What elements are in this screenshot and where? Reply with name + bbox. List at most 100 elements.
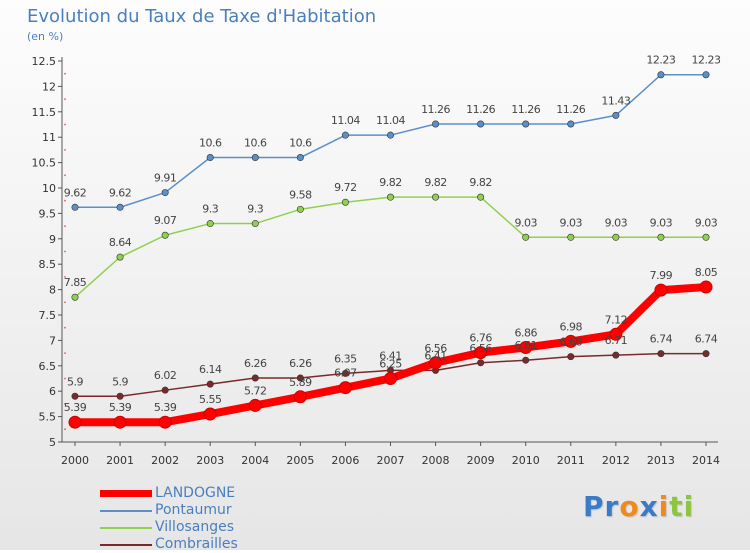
y-tick-label: 5.5 (39, 411, 57, 424)
data-label: 5.89 (289, 376, 312, 389)
x-tick-label: 2010 (512, 454, 540, 467)
data-point (71, 392, 79, 400)
data-point (293, 390, 307, 404)
data-point (116, 203, 124, 211)
y-tick-label: 12 (42, 80, 56, 93)
data-label: 6.68 (560, 336, 583, 349)
logo-letter: P (583, 490, 605, 523)
data-point (699, 280, 713, 294)
data-label: 9.07 (154, 214, 177, 227)
data-point (567, 233, 575, 241)
x-tick-label: 2007 (377, 454, 405, 467)
y-minor-tick (64, 428, 66, 431)
x-tick-label: 2001 (106, 454, 134, 467)
legend-swatch-villosanges (100, 527, 152, 529)
y-tick-label: 11.5 (32, 106, 57, 119)
data-label: 6.26 (244, 357, 267, 370)
data-point (384, 372, 397, 385)
data-label: 9.91 (154, 172, 177, 185)
data-point (657, 233, 665, 241)
data-label: 5.39 (64, 401, 87, 414)
legend-label-combrailles: Combrailles (155, 536, 238, 552)
data-label: 12.23 (646, 54, 675, 67)
data-point (657, 71, 665, 79)
data-point (296, 205, 304, 213)
logo-letter: i (658, 490, 670, 523)
legend-swatch-pontaumur (100, 510, 152, 512)
data-label: 11.26 (556, 103, 585, 116)
chart-title: Evolution du Taux de Taxe d'Habitation (27, 6, 377, 27)
x-tick-label: 2002 (151, 454, 179, 467)
x-tick-label: 2012 (602, 454, 630, 467)
y-tick-label: 8.5 (39, 258, 57, 271)
data-point (296, 154, 304, 162)
data-point (248, 398, 262, 412)
data-point (522, 233, 530, 241)
data-label: 11.04 (331, 114, 360, 127)
data-label: 5.39 (109, 401, 132, 414)
data-point (206, 154, 214, 162)
data-label: 6.86 (514, 327, 537, 340)
y-minor-tick (64, 225, 66, 228)
data-label: 7.12 (605, 313, 628, 326)
data-point (71, 203, 79, 211)
data-label: 9.82 (424, 176, 447, 189)
data-point (206, 220, 214, 228)
data-point (612, 233, 620, 241)
legend-label-villosanges: Villosanges (155, 519, 235, 535)
data-label: 6.74 (650, 333, 673, 346)
data-point (432, 120, 440, 128)
y-minor-tick (64, 352, 66, 354)
data-label: 10.6 (244, 137, 267, 150)
data-label: 6.25 (379, 358, 402, 371)
y-tick-label: 9.5 (39, 207, 57, 220)
data-label: 8.05 (695, 266, 718, 279)
data-point (609, 327, 623, 341)
y-minor-tick (64, 377, 66, 380)
data-point (702, 71, 710, 79)
y-minor-tick (64, 149, 66, 151)
data-point (657, 350, 665, 358)
data-point (567, 120, 575, 128)
data-label: 6.26 (289, 357, 312, 370)
data-label: 5.39 (154, 401, 177, 414)
data-point (158, 415, 172, 429)
data-label: 9.82 (379, 176, 402, 189)
data-point (116, 253, 124, 261)
data-label: 9.82 (469, 176, 492, 189)
y-tick-label: 6.5 (39, 360, 57, 373)
data-label: 9.03 (695, 216, 718, 229)
logo-letter: o (619, 490, 640, 523)
y-tick-label: 5 (49, 436, 56, 449)
data-point (522, 356, 530, 364)
data-label: 10.6 (289, 137, 312, 150)
data-point (477, 193, 485, 201)
data-label: 6.71 (605, 334, 628, 347)
x-tick-label: 2003 (196, 454, 224, 467)
data-label: 10.6 (199, 137, 222, 150)
data-label: 9.62 (109, 186, 132, 199)
data-point (113, 415, 127, 429)
data-label: 9.58 (289, 188, 312, 201)
data-label: 7.99 (650, 269, 673, 282)
data-point (654, 283, 668, 297)
y-minor-tick (64, 174, 66, 177)
chart-subtitle: (en %) (27, 30, 64, 43)
data-point (71, 293, 79, 301)
y-tick-label: 7 (49, 334, 56, 347)
data-label: 6.74 (695, 333, 718, 346)
data-point (386, 131, 394, 139)
data-point (432, 193, 440, 201)
data-label: 9.3 (202, 203, 218, 216)
data-label: 5.9 (112, 375, 128, 388)
data-label: 9.03 (605, 216, 628, 229)
data-label: 6.61 (514, 339, 537, 352)
data-label: 11.43 (601, 94, 630, 107)
y-tick-label: 6 (49, 385, 56, 398)
data-point (522, 120, 530, 128)
data-label: 6.02 (154, 369, 177, 382)
data-label: 6.56 (424, 342, 447, 355)
data-label: 8.64 (109, 236, 132, 249)
